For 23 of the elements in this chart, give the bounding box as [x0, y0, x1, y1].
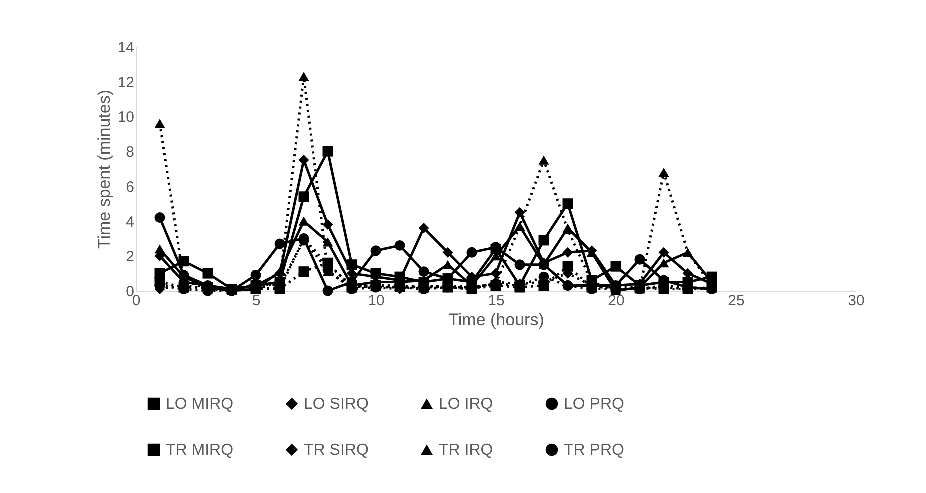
x-tick-label: 20	[608, 292, 625, 310]
x-tick-label: 15	[488, 292, 505, 310]
x-tick-label: 25	[728, 292, 745, 310]
y-tick-label: 10	[118, 109, 134, 126]
y-tick-label: 4	[126, 214, 134, 231]
y-tick-label: 2	[126, 248, 134, 266]
x-tick-label: 10	[368, 292, 385, 310]
legend-label: TR MIRQ	[166, 442, 234, 459]
legend-label: TR IRQ	[439, 442, 494, 459]
legend-label: LO PRQ	[564, 396, 624, 413]
y-tick-label: 8	[126, 144, 134, 162]
y-axis-title: Time spent (minutes)	[94, 90, 114, 250]
x-tick-label: 5	[252, 292, 261, 310]
legend-label: TR SIRQ	[304, 442, 369, 459]
y-tick-label: 14	[118, 40, 134, 56]
x-axis-title: Time (hours)	[448, 310, 544, 330]
legend-label: LO SIRQ	[304, 396, 369, 413]
legend-label: LO IRQ	[439, 396, 494, 413]
y-tick-label: 12	[118, 74, 134, 92]
legend-label: TR PRQ	[564, 442, 624, 459]
x-tick-label: 30	[848, 292, 865, 310]
y-tick-label: 6	[126, 178, 134, 196]
legend-label: LO MIRQ	[166, 396, 234, 413]
